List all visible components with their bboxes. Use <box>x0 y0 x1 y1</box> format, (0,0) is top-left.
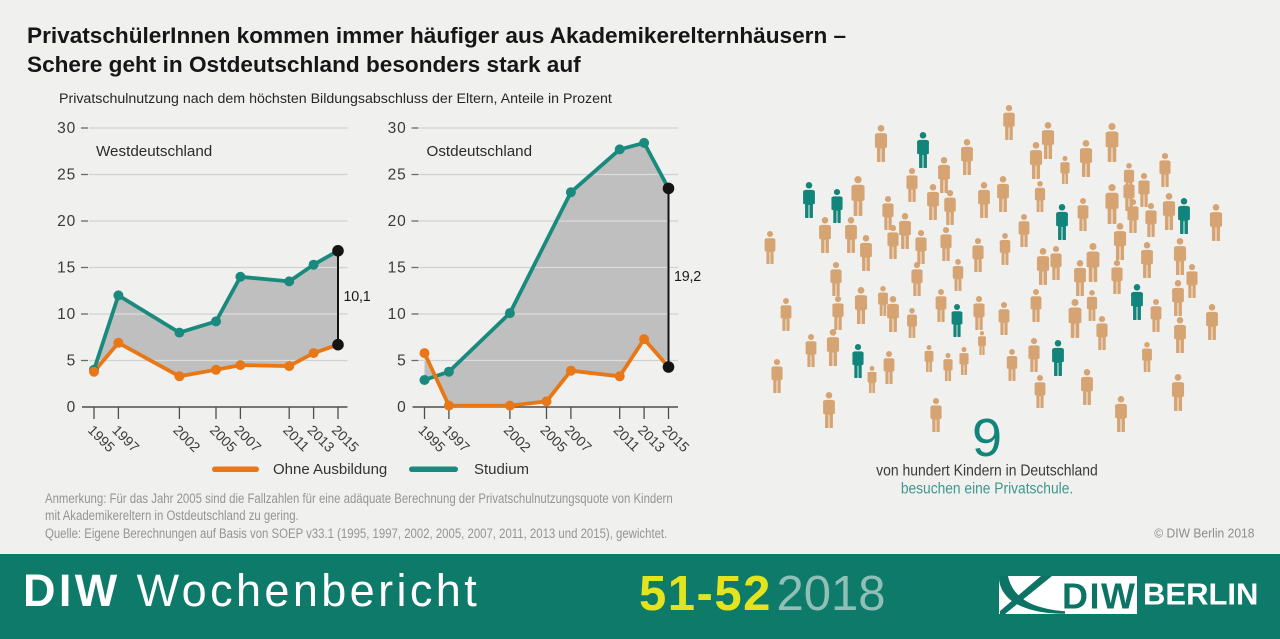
svg-text:2005: 2005 <box>537 422 570 455</box>
svg-text:9: 9 <box>972 408 1002 468</box>
svg-text:5: 5 <box>397 353 406 370</box>
svg-text:Studium: Studium <box>474 461 529 478</box>
svg-text:30: 30 <box>57 120 76 137</box>
svg-text:DIW: DIW <box>1062 576 1136 617</box>
svg-text:10,1: 10,1 <box>344 289 371 305</box>
svg-text:© DIW Berlin 2018: © DIW Berlin 2018 <box>1154 526 1254 540</box>
svg-text:Ostdeutschland: Ostdeutschland <box>427 143 533 160</box>
svg-text:von hundert Kindern in Deutsch: von hundert Kindern in Deutschland <box>876 463 1098 480</box>
svg-text:Ohne Ausbildung: Ohne Ausbildung <box>273 461 387 478</box>
svg-text:10: 10 <box>388 306 407 323</box>
svg-text:15: 15 <box>57 260 76 277</box>
svg-text:25: 25 <box>388 167 407 184</box>
svg-text:5: 5 <box>67 353 76 370</box>
svg-text:2005: 2005 <box>207 422 240 455</box>
svg-text:0: 0 <box>397 399 406 416</box>
svg-text:20: 20 <box>57 213 76 230</box>
svg-text:BERLIN: BERLIN <box>1143 577 1258 612</box>
svg-text:2002: 2002 <box>501 422 534 455</box>
svg-text:30: 30 <box>388 120 407 137</box>
svg-text:1995: 1995 <box>85 422 118 455</box>
svg-text:10: 10 <box>57 306 76 323</box>
svg-text:2002: 2002 <box>170 422 203 455</box>
svg-text:1995: 1995 <box>415 422 448 455</box>
svg-text:2011: 2011 <box>611 422 644 455</box>
svg-text:19,2: 19,2 <box>674 269 701 285</box>
svg-text:Westdeutschland: Westdeutschland <box>96 143 212 160</box>
svg-text:0: 0 <box>67 399 76 416</box>
svg-text:2011: 2011 <box>280 422 313 455</box>
svg-text:besuchen eine Privatschule.: besuchen eine Privatschule. <box>901 481 1073 498</box>
svg-text:20: 20 <box>388 213 407 230</box>
svg-text:25: 25 <box>57 167 76 184</box>
svg-text:15: 15 <box>388 260 407 277</box>
